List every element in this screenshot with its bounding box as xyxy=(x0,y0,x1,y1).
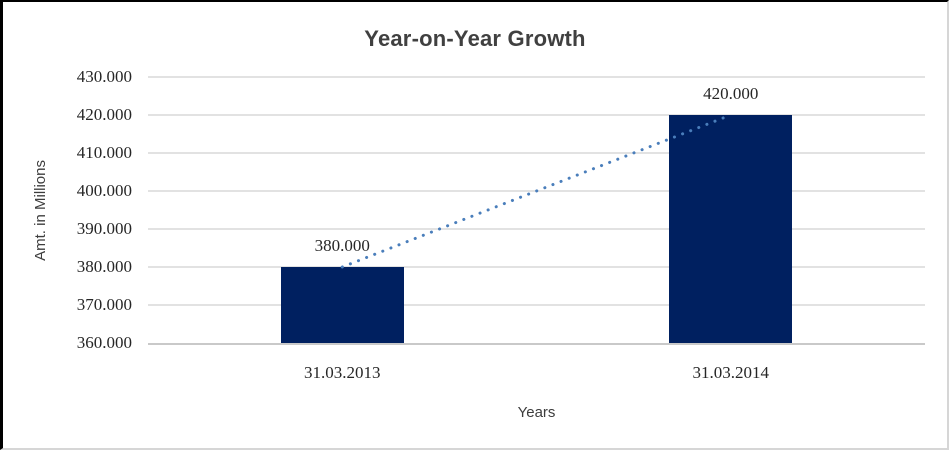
bar-value-label: 420.000 xyxy=(703,84,759,103)
x-tick-label: 31.03.2014 xyxy=(692,363,770,382)
bar-31.03.2013 xyxy=(280,267,404,343)
y-tick-label: 380.000 xyxy=(76,257,132,276)
bar-31.03.2014 xyxy=(669,115,793,343)
y-tick-label: 400.000 xyxy=(76,181,132,200)
bar-value-label: 380.000 xyxy=(314,236,370,255)
gridline xyxy=(148,152,925,154)
chart-title: Year-on-Year Growth xyxy=(364,26,586,51)
gridline xyxy=(148,228,925,230)
y-tick-label: 370.000 xyxy=(76,295,132,314)
gridline xyxy=(148,266,925,268)
y-tick-label: 430.000 xyxy=(76,67,132,86)
x-axis-title: Years xyxy=(517,404,556,421)
y-tick-label: 420.000 xyxy=(76,105,132,124)
y-tick-label: 410.000 xyxy=(76,143,132,162)
gridline xyxy=(148,304,925,306)
gridline xyxy=(148,114,925,116)
gridline xyxy=(148,76,925,78)
x-axis-labels: 31.03.2013 31.03.2014 xyxy=(148,363,925,387)
y-axis-labels: 360.000 370.000 380.000 390.000 400.000 410.0… xyxy=(3,67,140,352)
plot-area: 380.000 420.000 xyxy=(148,76,925,345)
y-tick-label: 360.000 xyxy=(76,333,132,352)
gridline xyxy=(148,190,925,192)
x-tick-label: 31.03.2013 xyxy=(304,363,381,382)
y-tick-label: 390.000 xyxy=(76,219,132,238)
